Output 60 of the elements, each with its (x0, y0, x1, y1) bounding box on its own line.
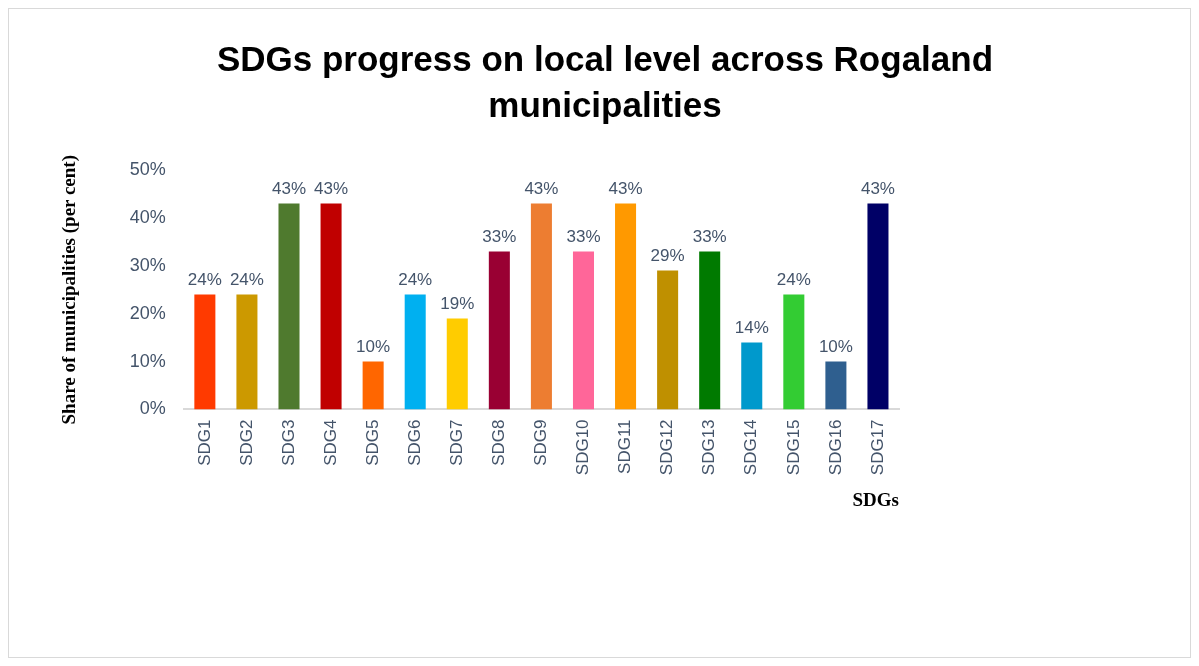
data-label: 24% (187, 269, 222, 289)
bar (699, 251, 721, 410)
x-tick-label: SDG10 (573, 419, 593, 476)
data-label: 19% (440, 293, 475, 313)
data-label: 33% (482, 226, 517, 246)
data-label: 29% (650, 245, 685, 265)
bar (488, 251, 510, 410)
bar (615, 203, 637, 410)
bar (867, 203, 889, 410)
y-tick-label: 30% (129, 254, 166, 275)
bar (783, 294, 805, 410)
bar (278, 203, 300, 410)
bar (404, 294, 426, 410)
data-label: 33% (692, 226, 727, 246)
data-label: 14% (734, 317, 769, 337)
data-label: 43% (314, 178, 349, 198)
y-tick-label: 40% (129, 206, 166, 227)
bar (657, 270, 679, 410)
data-label: 24% (229, 269, 264, 289)
data-label: 43% (608, 178, 643, 198)
x-tick-label: SDG2 (236, 419, 256, 466)
x-tick-label: SDG3 (278, 419, 298, 466)
x-tick-label: SDG7 (446, 419, 466, 466)
y-tick-label: 0% (139, 398, 166, 419)
x-tick-label: SDG1 (194, 419, 214, 466)
data-label: 24% (776, 269, 811, 289)
data-label: 10% (818, 336, 853, 356)
y-tick-label: 10% (129, 350, 166, 371)
x-tick-label: SDG15 (783, 419, 803, 476)
x-tick-label: SDG5 (362, 419, 382, 466)
data-label: 43% (524, 178, 559, 198)
bar (825, 361, 847, 410)
x-tick-label: SDG14 (741, 419, 761, 476)
bar (236, 294, 258, 410)
x-axis-title: SDGs (852, 488, 899, 510)
bar (320, 203, 342, 410)
x-tick-label: SDG4 (320, 419, 340, 466)
x-tick-label: SDG16 (825, 419, 845, 476)
y-tick-label: 50% (129, 158, 166, 179)
data-label: 43% (860, 178, 895, 198)
data-label: 43% (271, 178, 307, 198)
x-tick-label: SDG12 (657, 419, 677, 476)
x-tick-label: SDG13 (699, 419, 719, 476)
x-tick-label: SDG9 (531, 419, 551, 466)
bar (194, 294, 216, 410)
bar (572, 251, 594, 410)
chart-title: SDGs progress on local level across Rogaland municipalities (215, 38, 995, 126)
y-tick-label: 20% (129, 302, 166, 323)
data-label: 10% (356, 336, 391, 356)
x-tick-label: SDG8 (489, 419, 509, 466)
y-axis-title: Share of municipalities (per cent) (58, 154, 81, 425)
data-label: 24% (398, 269, 433, 289)
x-tick-label: SDG17 (867, 419, 887, 476)
x-tick-label: SDG11 (615, 419, 635, 474)
x-tick-label: SDG6 (404, 419, 424, 466)
bar (741, 342, 763, 410)
bar (530, 203, 552, 410)
data-label: 33% (566, 226, 601, 246)
bar (446, 318, 468, 410)
bar (362, 361, 384, 410)
